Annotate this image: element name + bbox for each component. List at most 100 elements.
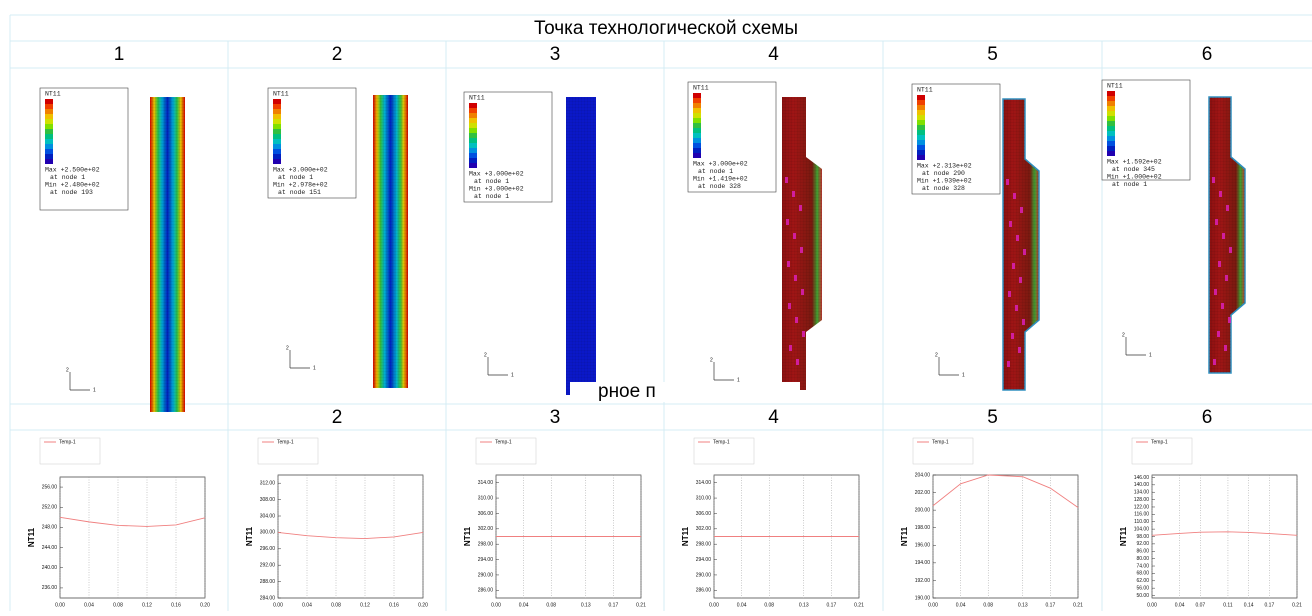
- contour-mesh: [566, 97, 596, 395]
- column-number: 4: [768, 407, 779, 428]
- y-tick-label: 306.00: [478, 511, 494, 517]
- x-tick-label: 0.17: [1265, 602, 1275, 608]
- x-tick-label: 0.13: [1018, 602, 1028, 608]
- y-axis-label: NT11: [681, 526, 690, 546]
- x-tick-label: 0.12: [142, 602, 152, 608]
- x-tick-label: 0.21: [1073, 602, 1083, 608]
- mesh-highlight: [799, 205, 802, 211]
- legend-text: Max +2.313e+02: [917, 163, 972, 170]
- row-label-fragment: рное п: [598, 381, 656, 402]
- legend-swatch: [917, 150, 925, 155]
- column-number: 5: [987, 44, 998, 65]
- mesh-highlight: [792, 191, 795, 197]
- mesh-highlight: [1007, 361, 1010, 367]
- x-tick-label: 0.00: [1147, 602, 1157, 608]
- x-tick-label: 0.13: [799, 602, 809, 608]
- x-tick-label: 0.12: [360, 602, 370, 608]
- triad-label: 2: [935, 352, 938, 358]
- triad-label: 2: [710, 357, 713, 363]
- y-tick-label: 104.00: [1134, 526, 1150, 532]
- legend-swatch: [1107, 91, 1115, 96]
- plot-frame: [60, 477, 205, 598]
- column-number: 2: [332, 44, 343, 65]
- mesh-highlight: [1213, 359, 1216, 365]
- x-tick-label: 0.14: [1244, 602, 1254, 608]
- legend-swatch: [469, 143, 477, 148]
- legend-swatch: [273, 104, 281, 109]
- legend-swatch: [1107, 101, 1115, 106]
- mesh-highlight: [802, 331, 805, 337]
- x-tick-label: 0.00: [273, 602, 283, 608]
- legend-swatch: [45, 144, 53, 149]
- x-tick-label: 0.04: [84, 602, 94, 608]
- triad-label: 1: [313, 365, 316, 371]
- plot-legend: Temp-1: [277, 439, 294, 445]
- legend-text: Min +2.978e+02: [273, 182, 328, 189]
- mesh-highlight: [1023, 249, 1026, 255]
- legend-text: Max +1.592e+02: [1107, 159, 1162, 166]
- legend-swatch: [693, 148, 701, 153]
- mesh-highlight: [1228, 317, 1231, 323]
- y-tick-label: 194.00: [915, 560, 931, 566]
- triad-label: 2: [1122, 332, 1125, 338]
- y-axis-label: NT11: [463, 526, 472, 546]
- x-tick-label: 0.21: [854, 602, 864, 608]
- mesh-highlight: [785, 177, 788, 183]
- legend-swatch: [693, 98, 701, 103]
- legend-swatch: [917, 155, 925, 160]
- legend-text: Min +1.000e+02: [1107, 174, 1162, 181]
- column-number: 3: [550, 407, 561, 428]
- mesh-highlight: [795, 317, 798, 323]
- mesh-highlight: [1020, 207, 1023, 213]
- contour-mesh: [373, 95, 408, 388]
- mesh-highlight: [800, 247, 803, 253]
- mesh-highlight: [789, 345, 792, 351]
- contour-mesh: [1209, 97, 1245, 373]
- legend-swatch: [1107, 121, 1115, 126]
- mesh-highlight: [786, 219, 789, 225]
- legend-swatch: [273, 114, 281, 119]
- plot-frame: [278, 475, 423, 598]
- legend-swatch: [469, 108, 477, 113]
- mesh-highlight: [1217, 331, 1220, 337]
- x-tick-label: 0.16: [171, 602, 181, 608]
- triad-label: 2: [66, 367, 69, 373]
- legend-swatch: [45, 99, 53, 104]
- mesh-highlight: [1022, 319, 1025, 325]
- mesh-highlight: [1019, 277, 1022, 283]
- triad-label: 1: [962, 372, 965, 378]
- y-tick-label: 198.00: [915, 525, 931, 531]
- column-number: 6: [1202, 407, 1213, 428]
- y-tick-label: 308.00: [260, 497, 276, 503]
- legend-text: at node 1: [474, 178, 509, 185]
- legend-swatch: [273, 99, 281, 104]
- mesh-highlight: [1214, 289, 1217, 295]
- legend-swatch: [693, 103, 701, 108]
- legend-swatch: [917, 140, 925, 145]
- x-tick-label: 0.21: [1292, 602, 1302, 608]
- x-tick-label: 0.08: [113, 602, 123, 608]
- legend-text: Max +3.000e+02: [469, 171, 524, 178]
- legend-swatch: [469, 133, 477, 138]
- y-tick-label: 306.00: [696, 511, 712, 517]
- legend-swatch: [45, 114, 53, 119]
- y-tick-label: 86.00: [1136, 549, 1149, 555]
- mesh-highlight: [1229, 247, 1232, 253]
- contour-mesh: [1003, 99, 1039, 390]
- legend-swatch: [469, 153, 477, 158]
- mesh-highlight: [1215, 219, 1218, 225]
- x-tick-label: 0.04: [519, 602, 529, 608]
- x-tick-label: 0.17: [827, 602, 837, 608]
- x-tick-label: 0.17: [609, 602, 619, 608]
- x-tick-label: 0.00: [55, 602, 65, 608]
- legend-title: NT11: [693, 85, 709, 92]
- legend-swatch: [45, 159, 53, 164]
- legend-swatch: [45, 139, 53, 144]
- legend-swatch: [469, 163, 477, 168]
- legend-swatch: [693, 118, 701, 123]
- y-tick-label: 300.00: [260, 530, 276, 536]
- legend-swatch: [469, 138, 477, 143]
- y-tick-label: 284.00: [260, 595, 276, 601]
- legend-swatch: [1107, 106, 1115, 111]
